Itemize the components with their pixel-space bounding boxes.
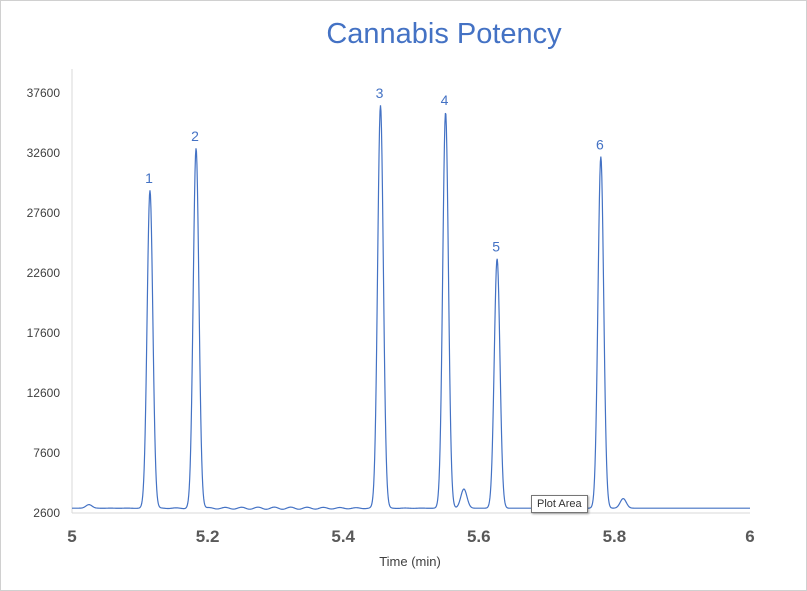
x-axis-ticks: 5 5.2 5.4 5.6 5.8 6 (67, 527, 754, 546)
x-tick-label: 5 (67, 527, 76, 546)
y-tick-label: 17600 (27, 326, 61, 340)
peak-labels: 1 2 3 4 5 6 (145, 85, 604, 255)
x-tick-label: 5.6 (467, 527, 491, 546)
peak-label: 1 (145, 170, 153, 186)
peak-label: 3 (376, 85, 384, 101)
x-tick-label: 5.4 (331, 527, 355, 546)
chromatogram-line (72, 105, 750, 510)
x-axis-title: Time (min) (379, 554, 441, 569)
peak-label: 5 (492, 239, 500, 255)
y-tick-label: 27600 (27, 206, 61, 220)
y-tick-label: 32600 (27, 146, 61, 160)
x-tick-label: 5.2 (196, 527, 220, 546)
x-tick-label: 5.8 (603, 527, 627, 546)
plot-area-tooltip: Plot Area (531, 495, 588, 513)
x-tick-label: 6 (745, 527, 754, 546)
y-tick-label: 12600 (27, 386, 61, 400)
peak-label: 6 (596, 137, 604, 153)
y-tick-label: 7600 (33, 446, 60, 460)
y-tick-label: 37600 (27, 86, 61, 100)
peak-label: 4 (441, 92, 449, 108)
y-axis-ticks: 2600 7600 12600 17600 22600 27600 32600 37600 (27, 86, 61, 520)
y-tick-label: 22600 (27, 266, 61, 280)
chart-title: Cannabis Potency (326, 18, 562, 50)
y-tick-label: 2600 (33, 506, 60, 520)
peak-label: 2 (191, 128, 199, 144)
